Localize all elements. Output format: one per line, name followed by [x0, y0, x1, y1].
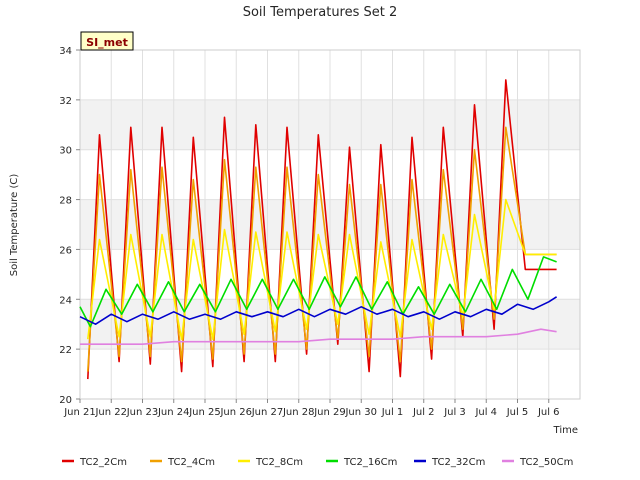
- y-tick-label: 22: [59, 345, 72, 356]
- x-tick-label: Jul 4: [474, 407, 497, 418]
- legend: TC2_2Cm TC2_4Cm TC2_8Cm TC2_16Cm TC2_32Cm TC2…: [62, 457, 573, 468]
- x-axis-ticks: Jun 21 Jun 22 Jun 23 Jun 24 Jun 25 Jun 26 Jun …: [63, 399, 560, 418]
- y-axis-ticks: 20 22 24 26 28 30 32 34: [59, 46, 80, 406]
- y-tick-label: 34: [59, 46, 72, 57]
- legend-label: TC2_50Cm: [519, 457, 573, 468]
- x-tick-label: Jun 24: [157, 407, 190, 418]
- x-tick-label: Jul 6: [537, 407, 560, 418]
- x-tick-label: Jun 22: [94, 407, 127, 418]
- x-tick-label: Jul 3: [443, 407, 466, 418]
- series-line-tc2_8cm: [87, 198, 557, 341]
- legend-item-tc2_16cm: TC2_16Cm: [326, 457, 397, 468]
- x-tick-label: Jun 25: [188, 407, 221, 418]
- legend-item-tc2_2cm: TC2_2Cm: [62, 457, 127, 468]
- x-tick-label: Jun 28: [282, 407, 315, 418]
- series-line-tc2_32cm: [79, 296, 558, 326]
- y-tick-label: 26: [59, 245, 72, 256]
- legend-item-tc2_4cm: TC2_4Cm: [150, 457, 215, 468]
- series-line-tc2_16cm: [79, 256, 557, 328]
- legend-label: TC2_32Cm: [431, 457, 485, 468]
- chart-title: Soil Temperatures Set 2: [243, 5, 398, 20]
- site-badge-box: [80, 31, 134, 51]
- series-line-tc2_2cm: [87, 79, 557, 380]
- x-tick-label: Jun 23: [126, 407, 159, 418]
- legend-item-tc2_50cm: TC2_50Cm: [502, 457, 573, 468]
- x-axis-label: Time: [553, 425, 578, 436]
- legend-label: TC2_2Cm: [79, 457, 127, 468]
- legend-item-tc2_32cm: TC2_32Cm: [414, 457, 485, 468]
- x-tick-label: Jun 21: [63, 407, 96, 418]
- y-tick-label: 20: [59, 395, 72, 406]
- site-badge: SI_met: [80, 31, 134, 51]
- series-line-tc2_4cm: [87, 126, 557, 372]
- legend-label: TC2_8Cm: [255, 457, 303, 468]
- legend-label: TC2_4Cm: [167, 457, 215, 468]
- site-badge-label: SI_met: [86, 36, 128, 49]
- x-tick-label: Jul 1: [381, 407, 404, 418]
- series-line-tc2_50cm: [80, 328, 557, 346]
- series-lines: [79, 79, 558, 380]
- x-tick-label: Jun 26: [219, 407, 252, 418]
- y-tick-label: 30: [59, 146, 72, 157]
- x-tick-label: Jul 2: [412, 407, 435, 418]
- legend-label: TC2_16Cm: [343, 457, 397, 468]
- legend-item-tc2_8cm: TC2_8Cm: [238, 457, 303, 468]
- y-axis-label: Soil Temperature (C): [9, 174, 20, 277]
- y-tick-label: 24: [59, 295, 72, 306]
- y-tick-label: 28: [59, 196, 72, 207]
- x-tick-label: Jul 5: [506, 407, 529, 418]
- x-tick-label: Jun 29: [313, 407, 346, 418]
- y-tick-label: 32: [59, 96, 72, 107]
- x-tick-label: Jun 27: [251, 407, 284, 418]
- x-tick-label: Jun 30: [344, 407, 377, 418]
